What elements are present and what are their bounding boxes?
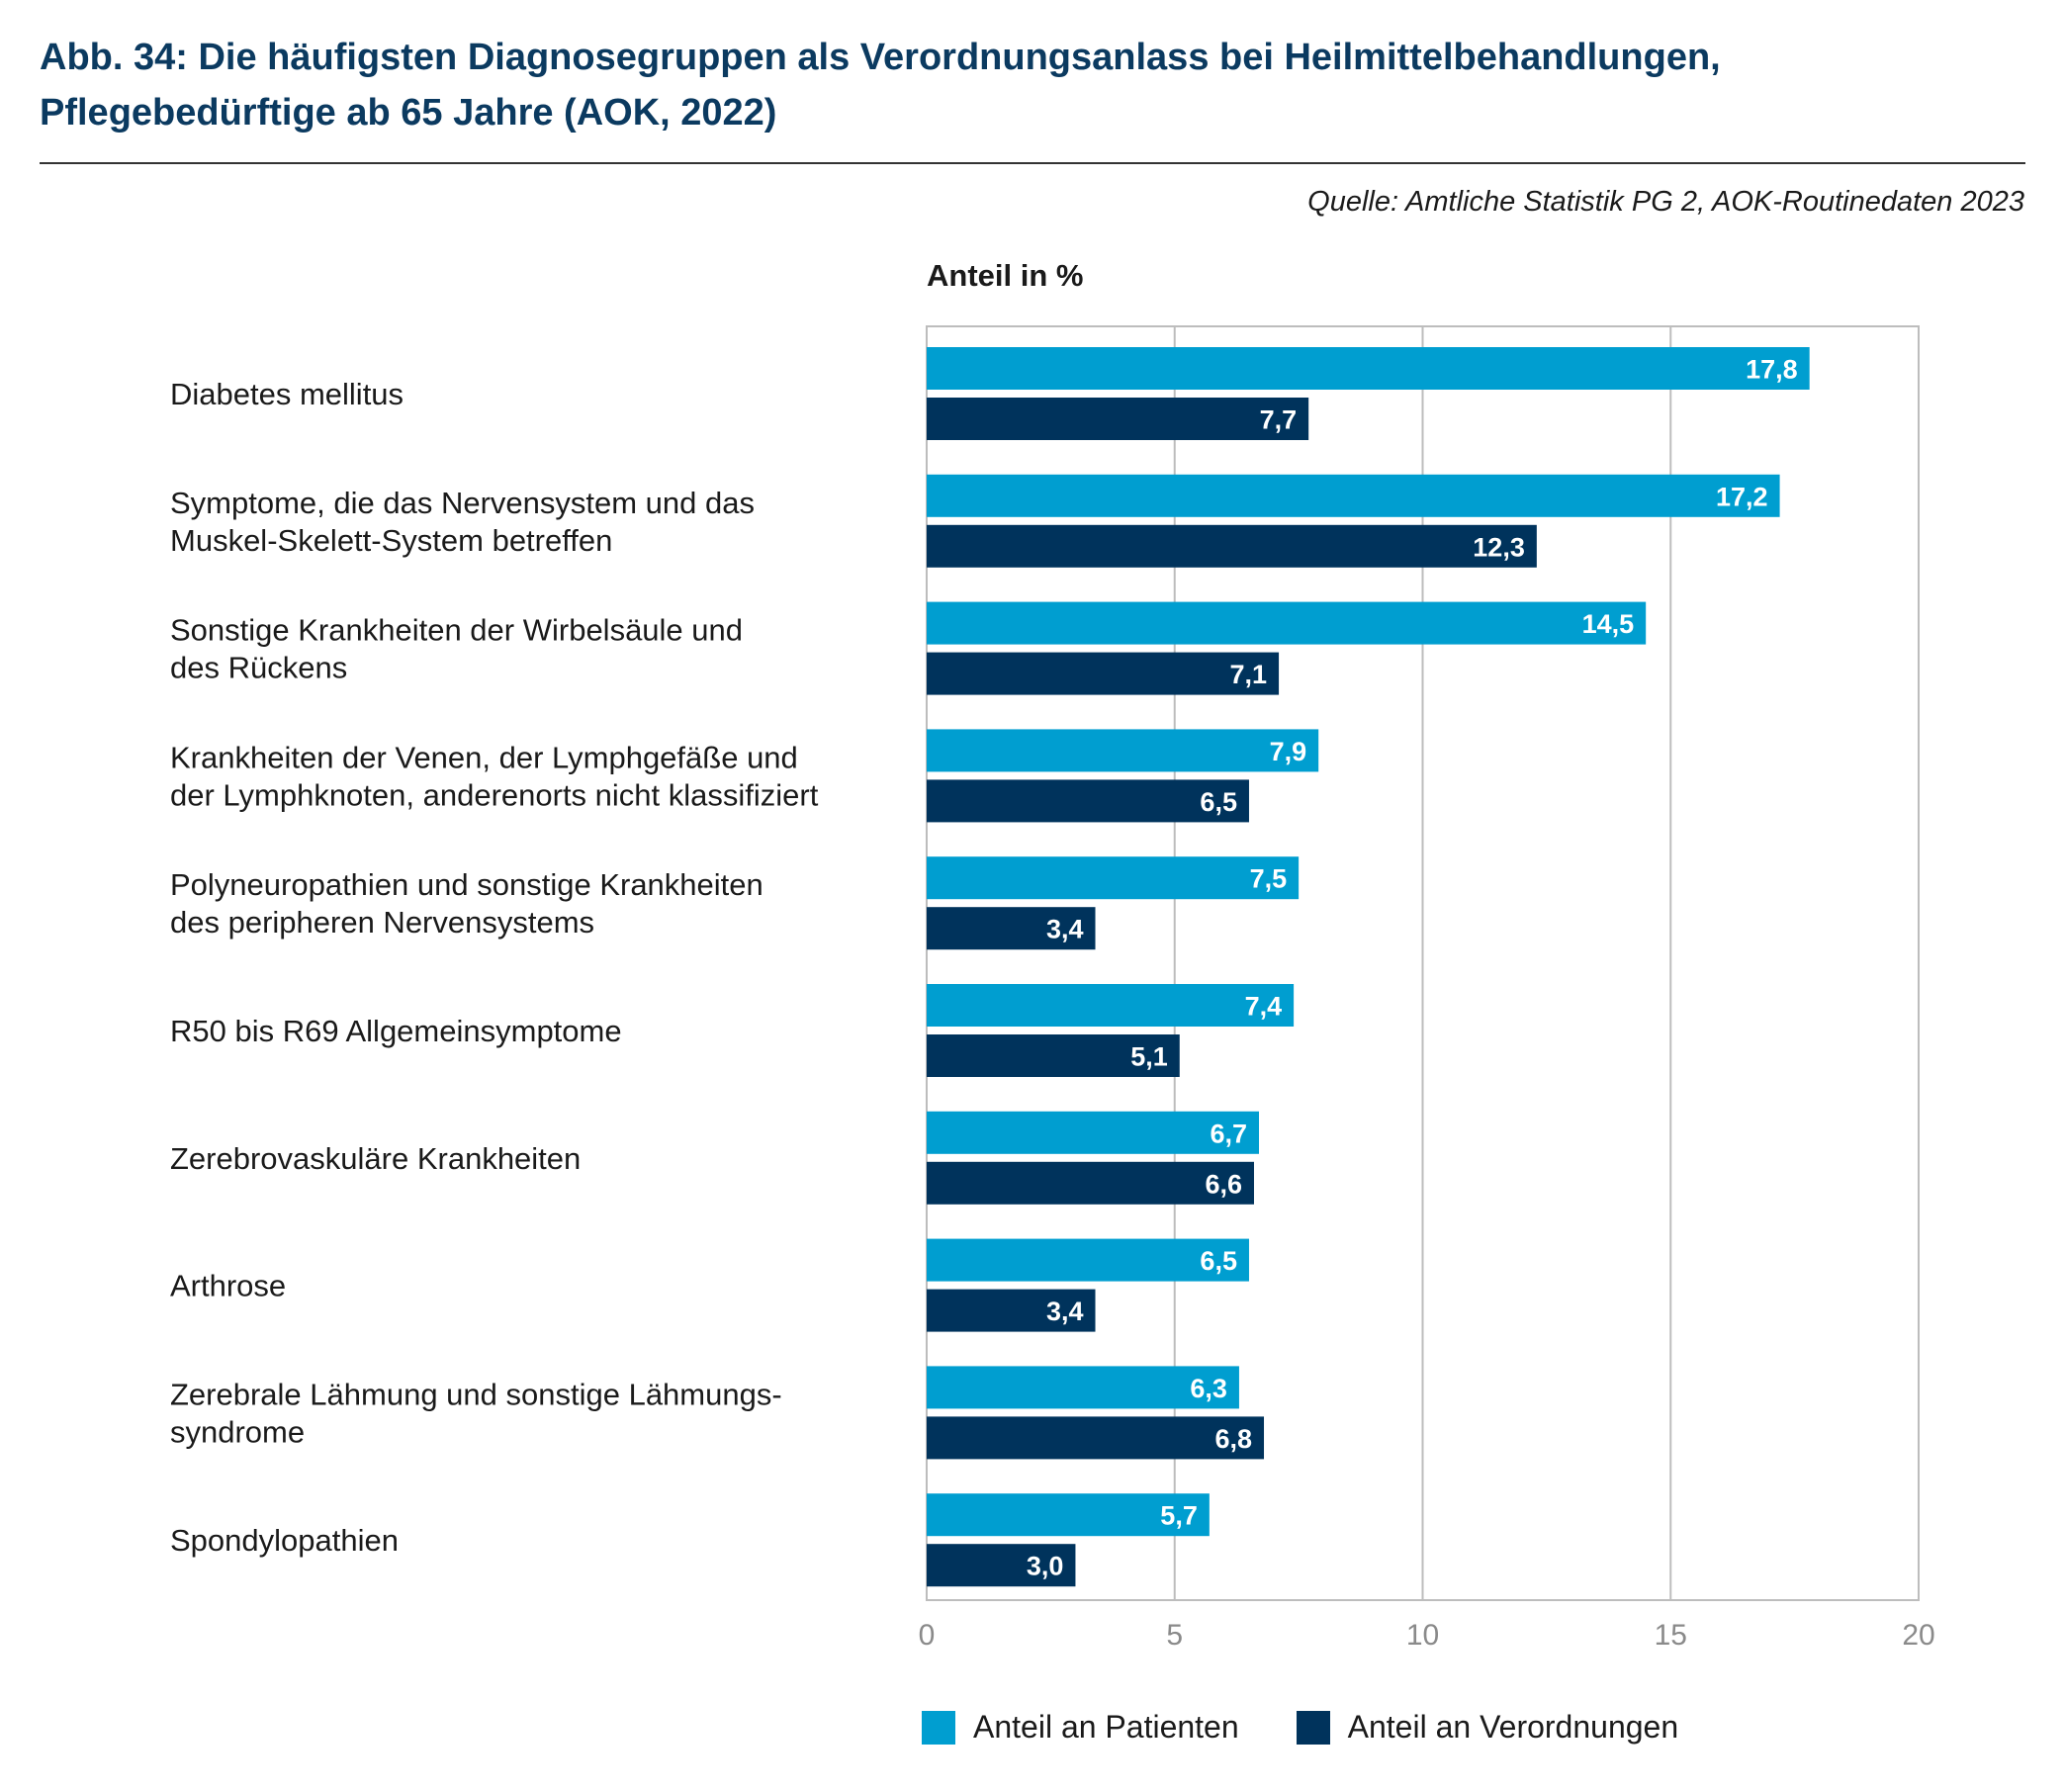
bar-value-label: 7,5 xyxy=(1250,864,1288,894)
category-labels: Diabetes mellitus Symptome, die das Nerve… xyxy=(170,377,819,1558)
bar-value-label: 7,4 xyxy=(1245,992,1283,1022)
category-label-line: syndrome xyxy=(170,1414,305,1449)
category-label-line: Polyneuropathien und sonstige Krankheite… xyxy=(170,867,763,902)
bars xyxy=(927,347,1810,1587)
legend-item-patients: Anteil an Patienten xyxy=(922,1709,1239,1746)
x-tick-label: 15 xyxy=(1655,1619,1687,1652)
category-label: Polyneuropathien und sonstige Krankheite… xyxy=(170,867,763,940)
chart-title-line-2: Pflegebedürftige ab 65 Jahre (AOK, 2022) xyxy=(40,92,777,134)
category-label-line: Muskel-Skelett-System betreffen xyxy=(170,523,612,558)
legend-label-prescriptions: Anteil an Verordnungen xyxy=(1347,1709,1679,1745)
bar-value-label: 6,5 xyxy=(1200,1246,1237,1276)
bar-prescriptions xyxy=(927,524,1537,568)
legend-label-patients: Anteil an Patienten xyxy=(973,1709,1239,1745)
category-label: Zerebrale Lähmung und sonstige Lähmungs-… xyxy=(170,1377,782,1449)
category-label-line: Symptome, die das Nervensystem und das xyxy=(170,486,755,520)
x-tick-label: 20 xyxy=(1902,1619,1934,1652)
bar-patients xyxy=(927,474,1780,517)
bar-chart: Anteil in % 17,8 7,7 17,2 12,3 14,5 7,1 7,9 6,5… xyxy=(170,258,1935,1652)
bar-patients xyxy=(927,856,1300,900)
bar-prescriptions xyxy=(927,907,1096,950)
category-label-line: R50 bis R69 Allgemeinsymptome xyxy=(170,1014,622,1048)
category-label-line: Spondylopathien xyxy=(170,1523,399,1558)
category-label-line: Zerebrale Lähmung und sonstige Lähmungs- xyxy=(170,1377,782,1411)
source-note: Quelle: Amtliche Statistik PG 2, AOK-Rou… xyxy=(1307,186,2024,218)
category-label-line: der Lymphknoten, anderenorts nicht klass… xyxy=(170,777,819,812)
bar-prescriptions xyxy=(927,1161,1254,1205)
legend: Anteil an Patienten Anteil an Verordnung… xyxy=(922,1709,1678,1746)
category-label-line: Arthrose xyxy=(170,1269,286,1303)
x-tick-label: 5 xyxy=(1166,1619,1183,1652)
bar-value-label: 5,7 xyxy=(1160,1501,1198,1531)
legend-swatch-prescriptions xyxy=(1296,1710,1330,1745)
bar-patients xyxy=(927,1366,1239,1409)
bar-value-label: 3,0 xyxy=(1027,1552,1064,1581)
category-label: Arthrose xyxy=(170,1269,286,1303)
bar-prescriptions xyxy=(927,652,1280,695)
bar-prescriptions xyxy=(927,779,1249,823)
legend-item-prescriptions: Anteil an Verordnungen xyxy=(1296,1709,1679,1746)
x-tick-label: 10 xyxy=(1406,1619,1439,1652)
chart-title-line-1: Abb. 34: Die häufigsten Diagnosegruppen … xyxy=(40,37,1721,78)
bar-prescriptions xyxy=(927,398,1309,440)
bar-patients xyxy=(927,1238,1249,1282)
category-label: Krankheiten der Venen, der Lymphgefäße u… xyxy=(170,740,819,812)
category-label: Zerebrovaskuläre Krankheiten xyxy=(170,1141,581,1176)
bar-labels: 17,8 7,7 17,2 12,3 14,5 7,1 7,9 6,5 7,5 3,4 7,4 5,1… xyxy=(1027,355,1798,1581)
bar-value-label: 5,1 xyxy=(1130,1042,1168,1072)
category-label-line: des Rückens xyxy=(170,651,347,685)
category-label: R50 bis R69 Allgemeinsymptome xyxy=(170,1014,622,1048)
bar-prescriptions xyxy=(927,1289,1096,1332)
bar-prescriptions xyxy=(927,1416,1265,1460)
bar-value-label: 3,4 xyxy=(1046,1297,1084,1326)
chart-title: Abb. 34: Die häufigsten Diagnosegruppen … xyxy=(40,30,2018,140)
bar-patients xyxy=(927,984,1295,1027)
category-label: Sonstige Krankheiten der Wirbelsäule und… xyxy=(170,613,743,685)
bar-value-label: 3,4 xyxy=(1046,915,1084,944)
category-label-line: Zerebrovaskuläre Krankheiten xyxy=(170,1141,581,1176)
bar-value-label: 6,3 xyxy=(1190,1374,1227,1403)
category-label: Spondylopathien xyxy=(170,1523,399,1558)
bar-patients xyxy=(927,1493,1210,1537)
bar-value-label: 7,7 xyxy=(1260,405,1298,435)
x-tick-label: 0 xyxy=(919,1619,936,1652)
bar-value-label: 6,5 xyxy=(1200,787,1237,817)
bar-patients xyxy=(927,1111,1260,1154)
bar-prescriptions xyxy=(927,1034,1180,1077)
bar-value-label: 6,7 xyxy=(1210,1119,1247,1148)
category-label: Symptome, die das Nervensystem und das Mu… xyxy=(170,486,755,558)
bar-prescriptions xyxy=(927,1544,1076,1587)
category-label: Diabetes mellitus xyxy=(170,377,404,411)
category-label-line: des peripheren Nervensystems xyxy=(170,905,594,940)
bar-value-label: 7,9 xyxy=(1270,737,1307,766)
bar-value-label: 6,8 xyxy=(1214,1424,1252,1454)
bar-value-label: 6,6 xyxy=(1205,1169,1242,1199)
gridlines xyxy=(926,325,1920,1601)
category-label-line: Krankheiten der Venen, der Lymphgefäße u… xyxy=(170,740,798,774)
bar-value-label: 14,5 xyxy=(1582,609,1635,639)
bar-value-label: 7,1 xyxy=(1230,660,1268,689)
bar-value-label: 17,2 xyxy=(1716,482,1768,511)
x-axis-ticks: 0 5 10 15 20 xyxy=(919,1619,1935,1652)
title-divider xyxy=(40,162,2025,164)
axis-title: Anteil in % xyxy=(927,258,1083,293)
category-label-line: Sonstige Krankheiten der Wirbelsäule und xyxy=(170,613,743,648)
bar-value-label: 12,3 xyxy=(1473,532,1525,562)
bar-patients xyxy=(927,729,1319,772)
bar-value-label: 17,8 xyxy=(1746,355,1798,385)
legend-swatch-patients xyxy=(922,1710,955,1745)
bar-patients xyxy=(927,347,1810,390)
category-label-line: Diabetes mellitus xyxy=(170,377,404,411)
bar-patients xyxy=(927,601,1647,645)
